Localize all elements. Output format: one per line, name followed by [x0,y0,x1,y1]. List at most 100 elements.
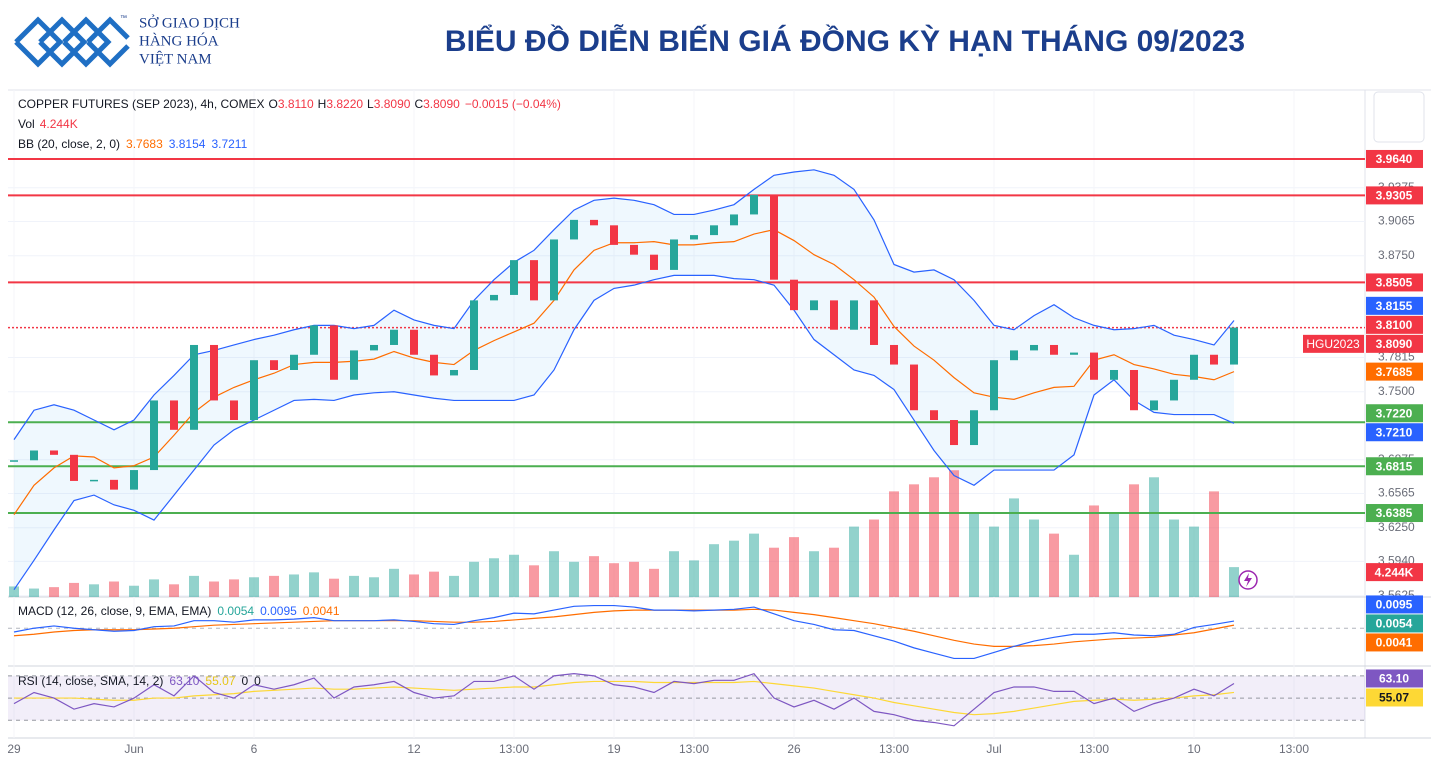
legend-item: L [367,97,374,111]
macd-axis-label: 0.0041 [1376,636,1413,650]
candle-body [70,454,78,481]
price-label-box [1366,296,1423,315]
last-price-label: 3.8090 [1376,337,1413,351]
volume-label: 4.244K [1375,565,1414,579]
volume-bar [629,561,639,597]
candle-body [1170,379,1178,401]
price-label: 3.8155 [1376,299,1413,313]
legend-item: MACD (12, 26, close, 9, EMA, EMA) [18,604,211,618]
legend-item: 55.07 [205,674,235,688]
volume-bar [609,563,619,597]
volume-bar [1009,498,1019,597]
candle-body [570,219,578,240]
volume-bar [489,558,499,597]
price-label: 3.7210 [1376,425,1413,439]
y-tick-label: 3.7815 [1378,350,1415,364]
candle-body [930,410,938,421]
volume-bar [1129,484,1139,597]
legend-item: 3.8090 [423,97,460,111]
volume-bar [329,578,339,597]
volume-bar [549,551,559,597]
candle-body [550,239,558,301]
volume-bar [889,491,899,597]
candle-body [1150,400,1158,411]
candle-body [610,225,618,245]
volume-bar [509,554,519,597]
volume-bar [589,556,599,597]
volume-bar [9,586,19,597]
candle-body [1230,327,1238,365]
volume-bar [169,584,179,597]
legend-item: 0 [254,674,261,688]
candle-body [1130,369,1138,411]
x-tick-label: 19 [607,742,621,756]
volume-bar [969,512,979,597]
logo-text: SỞ GIAO DỊCH [139,14,240,31]
volume-bar [949,470,959,597]
volume-bar [129,585,139,597]
x-tick-label: 13:00 [1279,742,1309,756]
candle-body [590,219,598,226]
volume-bar [1209,491,1219,597]
y-tick-label: 3.7500 [1378,384,1415,398]
price-label-box [1366,362,1423,381]
legend-item: C [414,97,423,111]
x-tick-label: 12 [407,742,421,756]
volume-bar [789,537,799,597]
candle-body [350,350,358,380]
level-label: 3.9640 [1376,152,1413,166]
candle-body [830,300,838,330]
y-tick-label: 3.6565 [1378,486,1415,500]
candle-body [970,410,978,446]
price-label: 3.8100 [1376,318,1413,332]
volume-bar [809,551,819,597]
legend-item: Vol [18,117,35,131]
volume-label-box [1366,563,1423,582]
x-tick-label: 6 [251,742,258,756]
legend-item: 63.10 [169,674,199,688]
candle-body [1050,344,1058,355]
volume-bar [1089,505,1099,597]
level-label: 3.6385 [1376,506,1413,520]
candle-body [890,344,898,365]
candle-body [110,479,118,490]
legend: Vol 4.244K [18,117,78,131]
macd-line [13,604,1235,660]
volume-bar [1229,567,1239,597]
candle-body [330,325,338,380]
corner-button[interactable] [1373,91,1425,143]
macd-axis-label: 0.0095 [1376,598,1413,612]
candle-body [750,194,758,215]
volume-bar [109,581,119,597]
candle-body [230,400,238,421]
legend: BB (20, close, 2, 0) 3.7683 3.8154 3.7211 [18,137,248,151]
volume-bar [249,577,259,597]
legend-item: BB (20, close, 2, 0) [18,137,120,151]
candle-body [30,450,38,461]
volume-bar [989,526,999,597]
level-label-box [1366,457,1423,476]
rsi-axis-label-box [1366,688,1423,707]
legend-item: O [269,97,278,111]
candle-body [490,294,498,301]
volume-bar [49,587,59,597]
volume-bar [189,575,199,597]
candle-body [310,325,318,355]
symbol-tag: HGU2023 [1306,337,1360,351]
candle-body [870,300,878,345]
candle-body [710,225,718,236]
price-label-box [1366,315,1423,334]
candle-body [990,360,998,411]
candle-body [510,260,518,295]
x-tick-label: 13:00 [1079,742,1109,756]
rsi-axis-label: 63.10 [1379,672,1409,686]
candle-body [210,344,218,401]
legend-item: −0.0015 (−0.04%) [465,97,561,111]
volume-bar [289,574,299,597]
volume-bar [1029,519,1039,597]
volume-bar [369,577,379,597]
candle-body [290,354,298,370]
legend-item: 3.8090 [374,97,411,111]
